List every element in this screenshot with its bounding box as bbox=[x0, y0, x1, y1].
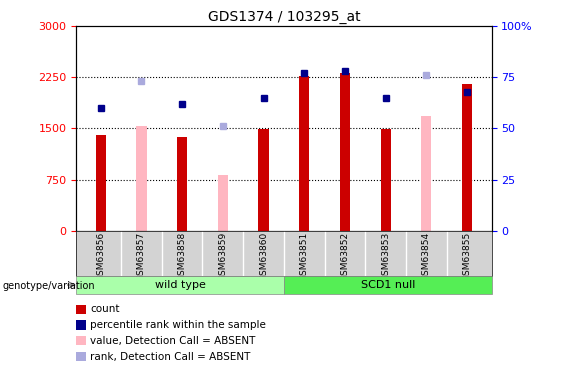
Text: GSM63851: GSM63851 bbox=[300, 232, 308, 281]
Text: GSM63853: GSM63853 bbox=[381, 232, 390, 281]
Text: GSM63857: GSM63857 bbox=[137, 232, 146, 281]
Text: GSM63858: GSM63858 bbox=[177, 232, 186, 281]
Text: GSM63859: GSM63859 bbox=[218, 232, 227, 281]
Text: GSM63860: GSM63860 bbox=[259, 232, 268, 281]
Bar bbox=[95, 135, 106, 231]
Text: GSM63854: GSM63854 bbox=[422, 232, 431, 281]
Text: wild type: wild type bbox=[155, 280, 206, 290]
Text: SCD1 null: SCD1 null bbox=[360, 280, 415, 290]
Bar bbox=[462, 84, 472, 231]
Bar bbox=[340, 73, 350, 231]
Text: GSM63855: GSM63855 bbox=[463, 232, 472, 281]
Bar bbox=[76, 276, 284, 294]
Text: GSM63852: GSM63852 bbox=[341, 232, 350, 281]
Bar bbox=[218, 175, 228, 231]
Text: rank, Detection Call = ABSENT: rank, Detection Call = ABSENT bbox=[90, 352, 251, 362]
Bar bbox=[258, 129, 268, 231]
Bar bbox=[177, 136, 187, 231]
Title: GDS1374 / 103295_at: GDS1374 / 103295_at bbox=[207, 10, 360, 24]
Bar bbox=[381, 129, 391, 231]
Text: GSM63856: GSM63856 bbox=[96, 232, 105, 281]
Bar bbox=[421, 116, 432, 231]
Bar bbox=[136, 126, 146, 231]
Bar bbox=[299, 76, 310, 231]
Text: percentile rank within the sample: percentile rank within the sample bbox=[90, 320, 266, 330]
Text: count: count bbox=[90, 304, 120, 314]
Text: genotype/variation: genotype/variation bbox=[3, 281, 95, 291]
Text: value, Detection Call = ABSENT: value, Detection Call = ABSENT bbox=[90, 336, 256, 346]
Bar bbox=[284, 276, 492, 294]
